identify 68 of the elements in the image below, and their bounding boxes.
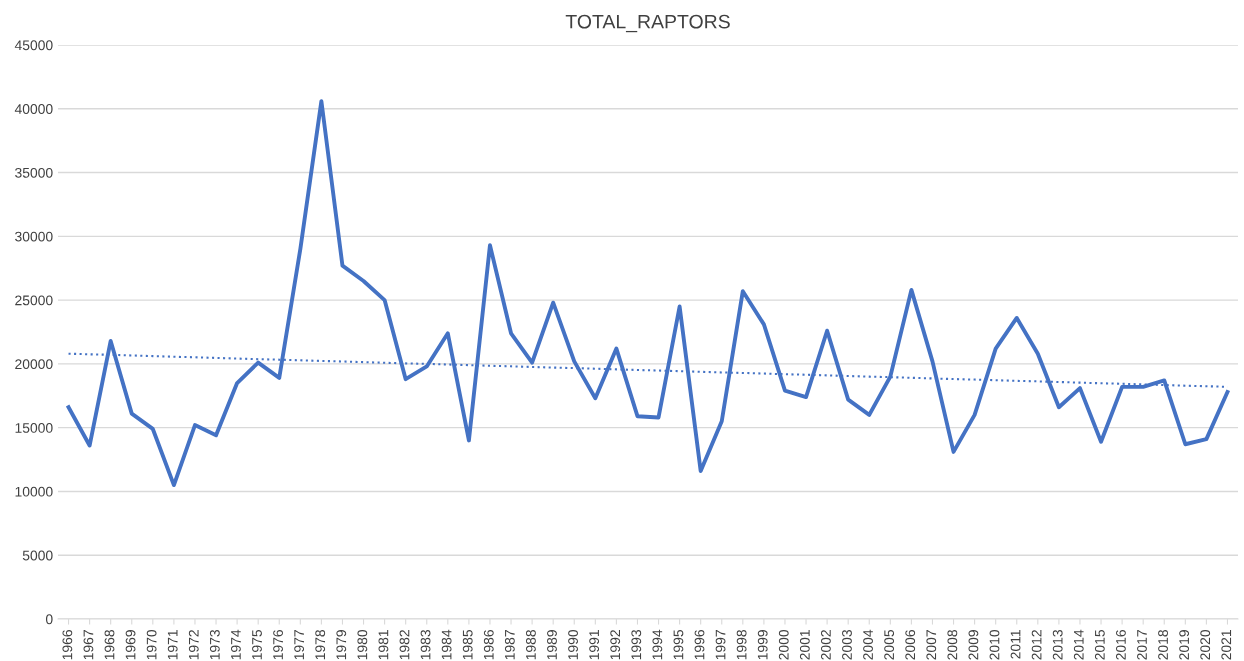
x-tick-label: 1993	[631, 630, 642, 660]
x-tick-label: 2002	[821, 630, 831, 660]
x-tick-label: 1997	[715, 630, 726, 660]
x-tick-label: 2012	[1031, 630, 1042, 660]
x-tick-label: 2014	[1073, 629, 1084, 660]
x-tick-label: 1974	[231, 629, 241, 660]
x-tick-label: 1976	[273, 630, 283, 660]
x-tick-label: 1981	[378, 630, 389, 660]
x-tick-label: 1999	[757, 630, 768, 660]
x-tick-label: 1978	[315, 630, 326, 660]
x-tick-label: 1972	[188, 630, 199, 660]
x-tick-label: 2010	[989, 629, 1000, 660]
x-tick-label: 1982	[399, 630, 410, 660]
x-tick-label: 2004	[863, 629, 873, 660]
x-tick-label: 1998	[736, 630, 747, 660]
x-tick-label: 2017	[1137, 630, 1147, 660]
x-tick-label: 2006	[905, 630, 916, 660]
chart-title: TOTAL_RAPTORS	[565, 14, 730, 33]
x-tick-label: 1970	[146, 629, 157, 660]
x-tick-label: 1990	[568, 629, 578, 660]
x-tick-label: 1983	[420, 630, 431, 660]
y-tick-label: 30000	[15, 231, 53, 242]
y-tick-label: 5000	[22, 550, 53, 561]
x-tick-label: 1988	[526, 630, 536, 660]
x-tick-label: 2013	[1052, 630, 1063, 660]
x-tick-label: 2019	[1179, 630, 1190, 660]
x-tick-label: 1980	[357, 629, 368, 660]
x-tick-label: 2000	[778, 629, 789, 660]
x-tick-label: 1984	[441, 629, 452, 660]
x-tick-label: 1994	[652, 629, 663, 660]
x-tick-label: 2005	[884, 630, 895, 660]
x-tick-label: 1987	[504, 630, 515, 660]
x-tick-label: 2001	[799, 630, 810, 660]
x-tick-label: 2007	[926, 630, 937, 660]
x-tick-label: 1969	[125, 630, 136, 660]
x-tick-label: 2003	[842, 630, 852, 660]
x-tick-label: 1966	[62, 630, 73, 660]
x-tick-label: 2020	[1200, 629, 1211, 660]
x-tick-label: 2018	[1158, 630, 1168, 660]
x-tick-label: 1973	[209, 630, 220, 660]
x-tick-label: 1967	[83, 630, 94, 660]
x-tick-label: 2011	[1010, 630, 1021, 659]
x-tick-label: 1992	[610, 630, 621, 660]
x-tick-label: 2015	[1094, 630, 1105, 660]
x-tick-label: 1975	[252, 630, 262, 660]
x-tick-label: 1989	[547, 630, 557, 660]
y-tick-label: 10000	[15, 486, 53, 497]
y-tick-label: 0	[45, 614, 53, 625]
x-tick-label: 1991	[589, 630, 600, 660]
x-tick-label: 1996	[694, 630, 705, 660]
x-tick-label: 1986	[483, 630, 494, 660]
x-tick-label: 2021	[1221, 630, 1232, 660]
line-series	[66, 99, 1230, 488]
y-tick-label: 15000	[15, 423, 53, 433]
x-tick-label: 1968	[104, 630, 115, 660]
x-tick-label: 1979	[336, 630, 347, 660]
x-tick-label: 1985	[462, 630, 473, 660]
y-tick-label: 25000	[15, 295, 53, 306]
y-tick-label: 40000	[14, 104, 53, 114]
x-tick-label: 2009	[968, 630, 979, 660]
y-tick-label: 35000	[15, 167, 53, 178]
x-tick-label: 1995	[673, 630, 684, 660]
x-tick-label: 1971	[167, 630, 178, 660]
x-tick-label: 1977	[294, 630, 305, 660]
y-tick-label: 20000	[15, 359, 53, 370]
y-tick-label: 45000	[14, 40, 53, 51]
x-tick-label: 2016	[1116, 630, 1126, 660]
x-tick-label: 2008	[947, 630, 958, 660]
